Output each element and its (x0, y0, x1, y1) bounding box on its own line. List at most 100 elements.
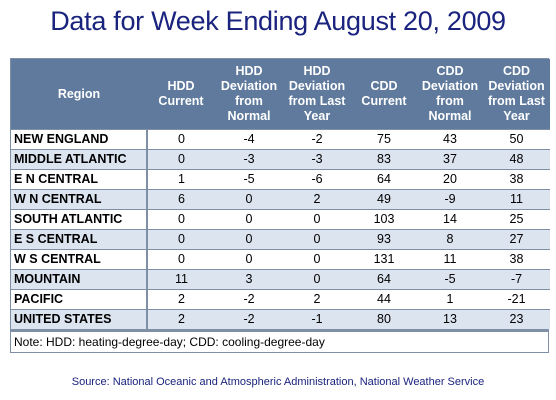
column-header-line: from (235, 94, 263, 108)
column-header-line: Current (361, 94, 407, 108)
value-cell: 0 (283, 209, 351, 230)
value-cell: 2 (283, 189, 351, 210)
value-cell: -1 (283, 309, 351, 329)
region-cell: E S CENTRAL (11, 229, 148, 250)
value-cell: 20 (417, 169, 483, 190)
column-header-0: Region (11, 59, 147, 130)
value-cell: 49 (351, 189, 417, 210)
value-cell: 11 (147, 269, 215, 290)
table-row: E S CENTRAL 0 0 0 93 8 27 (11, 229, 550, 250)
column-header-line: Deviation (288, 79, 346, 93)
value-cell: 2 (283, 289, 351, 310)
region-cell: E N CENTRAL (11, 169, 148, 190)
column-header-6: CDD Deviation from Last Year (483, 59, 550, 130)
table-row: MIDDLE ATLANTIC 0 -3 -3 83 37 48 (11, 149, 550, 170)
source-citation: Source: National Oceanic and Atmospheric… (71, 376, 485, 388)
value-cell: -21 (483, 289, 550, 310)
table-header-row: Region HDD Current HDD Deviation from Normal HD… (11, 59, 550, 130)
value-cell: 0 (147, 209, 215, 230)
column-header-line: Year (303, 109, 331, 123)
value-cell: 43 (417, 129, 483, 150)
table-row: NEW ENGLAND 0 -4 -2 75 43 50 (11, 129, 550, 150)
value-cell: 13 (417, 309, 483, 329)
weather-data-table: Region HDD Current HDD Deviation from Normal HD… (11, 59, 550, 329)
value-cell: 64 (351, 269, 417, 290)
value-cell: 0 (283, 249, 351, 270)
value-cell: 0 (215, 249, 283, 270)
value-cell: 38 (483, 169, 550, 190)
value-cell: 14 (417, 209, 483, 230)
value-cell: 50 (483, 129, 550, 150)
table-row: PACIFIC 2 -2 2 44 1 -21 (11, 289, 550, 310)
value-cell: -3 (283, 149, 351, 170)
value-cell: 131 (351, 249, 417, 270)
value-cell: -2 (215, 289, 283, 310)
table-row: E N CENTRAL 1 -5 -6 64 20 38 (11, 169, 550, 190)
column-header-line: CDD (370, 79, 398, 93)
value-cell: -2 (215, 309, 283, 329)
value-cell: 38 (483, 249, 550, 270)
column-header-line: Normal (428, 109, 472, 123)
region-cell: NEW ENGLAND (11, 129, 148, 150)
value-cell: 8 (417, 229, 483, 250)
chart-title: Data for Week Ending August 20, 2009 (50, 6, 506, 36)
data-table-container: Region HDD Current HDD Deviation from Normal HD… (10, 58, 550, 353)
column-header-5: CDD Deviation from Normal (417, 59, 483, 130)
region-cell: MIDDLE ATLANTIC (11, 149, 148, 170)
value-cell: 11 (417, 249, 483, 270)
value-cell: -9 (417, 189, 483, 210)
table-row: UNITED STATES 2 -2 -1 80 13 23 (11, 309, 550, 329)
region-cell: W S CENTRAL (11, 249, 148, 270)
column-header-line: Deviation (220, 79, 278, 93)
value-cell: 93 (351, 229, 417, 250)
value-cell: 3 (215, 269, 283, 290)
region-cell: PACIFIC (11, 289, 148, 310)
table-row: MOUNTAIN 11 3 0 64 -5 -7 (11, 269, 550, 290)
value-cell: -5 (417, 269, 483, 290)
column-header-2: HDD Deviation from Normal (215, 59, 283, 130)
value-cell: 1 (147, 169, 215, 190)
value-cell: 0 (147, 129, 215, 150)
value-cell: -3 (215, 149, 283, 170)
column-header-line: HDD (167, 79, 195, 93)
column-header-line: Current (158, 94, 204, 108)
value-cell: 2 (147, 289, 215, 310)
value-cell: 64 (351, 169, 417, 190)
column-header-line: Normal (227, 109, 271, 123)
region-cell: MOUNTAIN (11, 269, 148, 290)
table-frame: Region HDD Current HDD Deviation from Normal HD… (10, 58, 550, 330)
region-cell: W N CENTRAL (11, 189, 148, 210)
value-cell: 0 (215, 189, 283, 210)
value-cell: -5 (215, 169, 283, 190)
value-cell: -2 (283, 129, 351, 150)
value-cell: 2 (147, 309, 215, 329)
table-row: W N CENTRAL 6 0 2 49 -9 11 (11, 189, 550, 210)
column-header-line: Year (503, 109, 530, 123)
value-cell: 48 (483, 149, 550, 170)
value-cell: 27 (483, 229, 550, 250)
value-cell: 0 (283, 269, 351, 290)
value-cell: 25 (483, 209, 550, 230)
table-body: NEW ENGLAND 0 -4 -2 75 43 50 MIDDLE ATLANTIC 0 -3… (11, 129, 550, 329)
table-row: SOUTH ATLANTIC 0 0 0 103 14 25 (11, 209, 550, 230)
value-cell: 0 (147, 229, 215, 250)
value-cell: 23 (483, 309, 550, 329)
region-cell: UNITED STATES (11, 309, 148, 329)
value-cell: 11 (483, 189, 550, 210)
column-header-line: CDD (436, 64, 464, 78)
value-cell: -7 (483, 269, 550, 290)
column-header-line: Deviation (421, 79, 479, 93)
column-header-1: HDD Current (147, 59, 215, 130)
value-cell: 0 (215, 229, 283, 250)
value-cell: 37 (417, 149, 483, 170)
column-header-line: HDD (303, 64, 331, 78)
value-cell: 80 (351, 309, 417, 329)
value-cell: 44 (351, 289, 417, 310)
value-cell: -4 (215, 129, 283, 150)
region-cell: SOUTH ATLANTIC (11, 209, 148, 230)
value-cell: 0 (215, 209, 283, 230)
value-cell: 83 (351, 149, 417, 170)
column-header-4: CDD Current (351, 59, 417, 130)
value-cell: 0 (147, 249, 215, 270)
value-cell: 1 (417, 289, 483, 310)
